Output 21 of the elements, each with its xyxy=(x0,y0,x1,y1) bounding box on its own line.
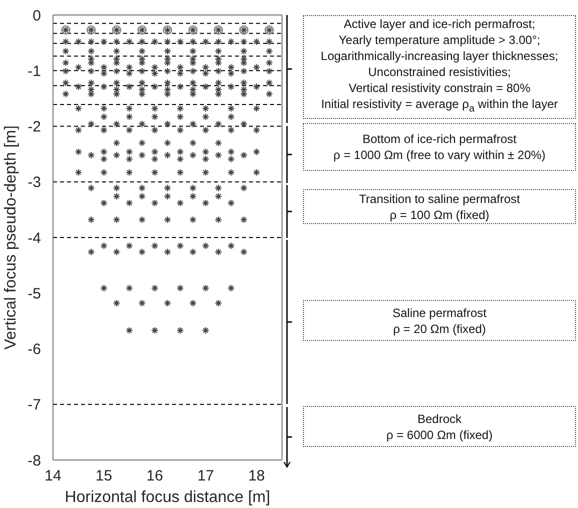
text: Bedrock ρ = 6000 Ωm (fixed) xyxy=(385,410,494,442)
y-tick-label: 0 xyxy=(32,7,41,24)
x-tick-label: 14 xyxy=(44,468,62,485)
x-tick-label: 17 xyxy=(197,468,214,485)
x-tick-label: 16 xyxy=(146,468,164,485)
text: Saline permafrost ρ = 20 Ωm (fixed) xyxy=(391,304,488,336)
y-tick-label: -6 xyxy=(28,341,41,358)
y-tick-label: -4 xyxy=(28,230,41,247)
y-tick-label: -5 xyxy=(28,285,41,302)
y-tick-label: -3 xyxy=(28,174,41,192)
y-axis-title: Vertical focus pseudo-depth [m] xyxy=(2,125,20,350)
y-tick-label: -2 xyxy=(28,118,41,136)
y-tick-label: -7 xyxy=(28,396,41,414)
text: Active layer and ice-rich permafrost; Yearly temperature amplitude > 3.00°; Logarithmically-increasing layer thicknesses; Unconstrained resistivities; Vertical resistivity constrain = 80% Initial resistivity = average ρ$_{a}$ within the layer xyxy=(304,16,575,118)
text: Transition to saline permafrost ρ = 100 Ωm (fixed) xyxy=(304,190,575,222)
y-tick-label: -8 xyxy=(28,452,41,470)
text: Bottom of ice-rich permafrost ρ = 1000 Ωm (free to vary within ± 20%) xyxy=(332,131,547,163)
y-tick-label: -1 xyxy=(28,62,41,80)
x-tick-label: 18 xyxy=(248,468,265,485)
x-axis-title: Horizontal focus distance [m] xyxy=(64,489,270,506)
x-tick-label: 15 xyxy=(96,468,112,485)
